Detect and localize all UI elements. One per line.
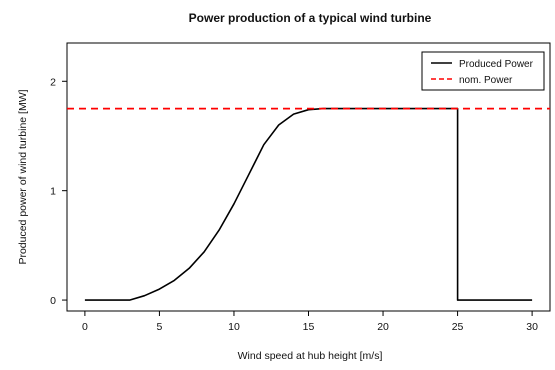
x-axis-label: Wind speed at hub height [m/s] bbox=[238, 350, 383, 362]
x-tick-label: 10 bbox=[228, 321, 240, 333]
y-axis-label: Produced power of wind turbine [MW] bbox=[17, 89, 29, 264]
x-tick-label: 20 bbox=[377, 321, 389, 333]
x-tick-label: 5 bbox=[157, 321, 163, 333]
x-tick-label: 25 bbox=[452, 321, 464, 333]
x-tick-label: 0 bbox=[82, 321, 88, 333]
y-tick-label: 2 bbox=[50, 76, 56, 88]
x-tick-label: 15 bbox=[303, 321, 315, 333]
chart-title: Power production of a typical wind turbi… bbox=[189, 11, 432, 25]
series-layer bbox=[67, 107, 550, 301]
series-line-produced-power bbox=[84, 107, 533, 301]
legend-label-nom-power: nom. Power bbox=[459, 75, 513, 86]
y-axis: 0 1 2 bbox=[50, 76, 67, 307]
y-tick-label: 0 bbox=[50, 295, 56, 307]
y-tick-label: 1 bbox=[50, 186, 56, 198]
x-tick-label: 30 bbox=[526, 321, 538, 333]
legend: Produced Power nom. Power bbox=[421, 51, 545, 91]
legend-label-produced-power: Produced Power bbox=[459, 59, 534, 70]
legend-box bbox=[421, 51, 545, 91]
x-axis: 0 5 10 15 20 25 30 bbox=[82, 311, 538, 333]
